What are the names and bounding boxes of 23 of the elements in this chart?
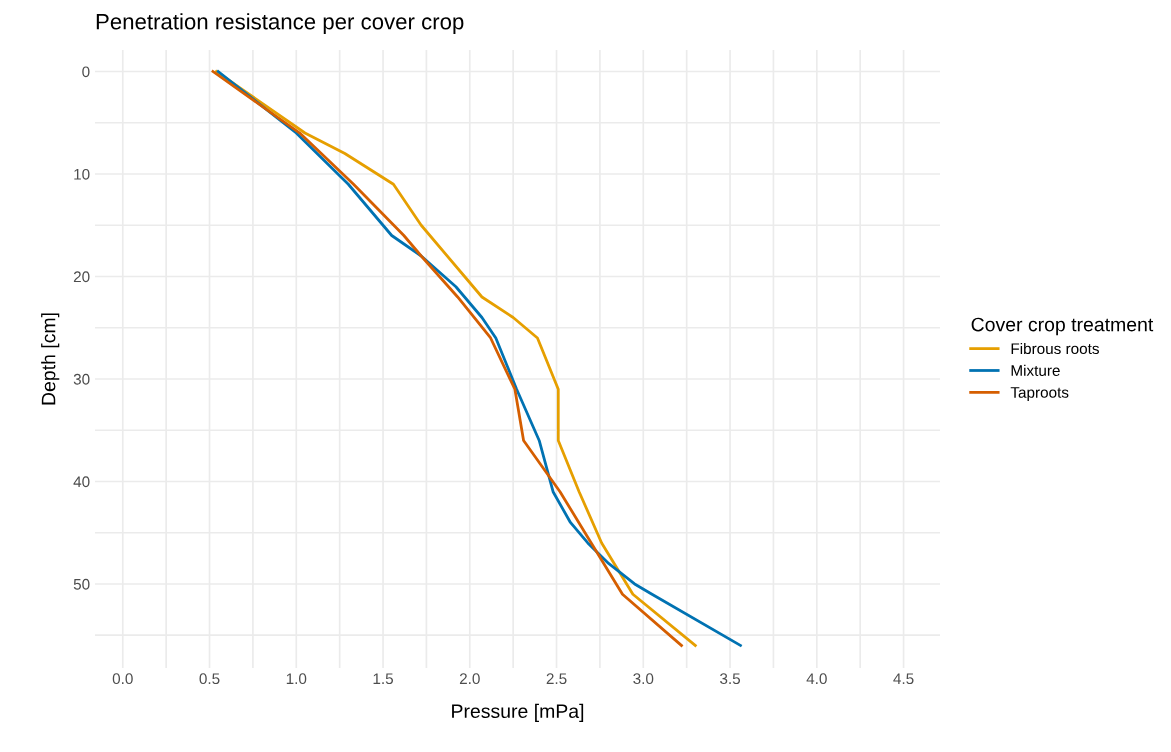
y-tick-label: 10 (74, 168, 90, 180)
y-tick-label: 40 (73, 476, 90, 488)
chart-title: Penetration resistance per cover crop (96, 13, 464, 34)
x-tick-label: 2.5 (546, 673, 567, 685)
x-tick-label: 0.0 (112, 673, 133, 685)
y-tick-label: 50 (73, 578, 90, 590)
y-tick-label: 20 (73, 271, 90, 283)
x-tick-label: 0.5 (199, 673, 220, 685)
x-tick-label: 4.0 (806, 673, 827, 685)
y-axis-title: Depth [cm] (41, 313, 60, 405)
x-tick-label: 3.0 (633, 673, 654, 685)
y-tick-label: 0 (82, 66, 90, 78)
x-tick-label: 2.0 (459, 673, 480, 685)
y-tick-label: 30 (73, 373, 90, 385)
legend-label: Fibrous roots (1011, 342, 1099, 355)
x-tick-label: 4.5 (893, 673, 914, 685)
x-tick-label: 3.5 (720, 673, 741, 685)
legend-label: Taproots (1010, 387, 1069, 401)
legend-label: Mixture (1011, 364, 1060, 376)
x-axis-title: Pressure [mPa] (452, 703, 584, 722)
x-tick-label: 1.5 (373, 673, 394, 685)
legend-title: Cover crop treatment (971, 317, 1154, 336)
x-tick-label: 1.0 (286, 673, 307, 685)
